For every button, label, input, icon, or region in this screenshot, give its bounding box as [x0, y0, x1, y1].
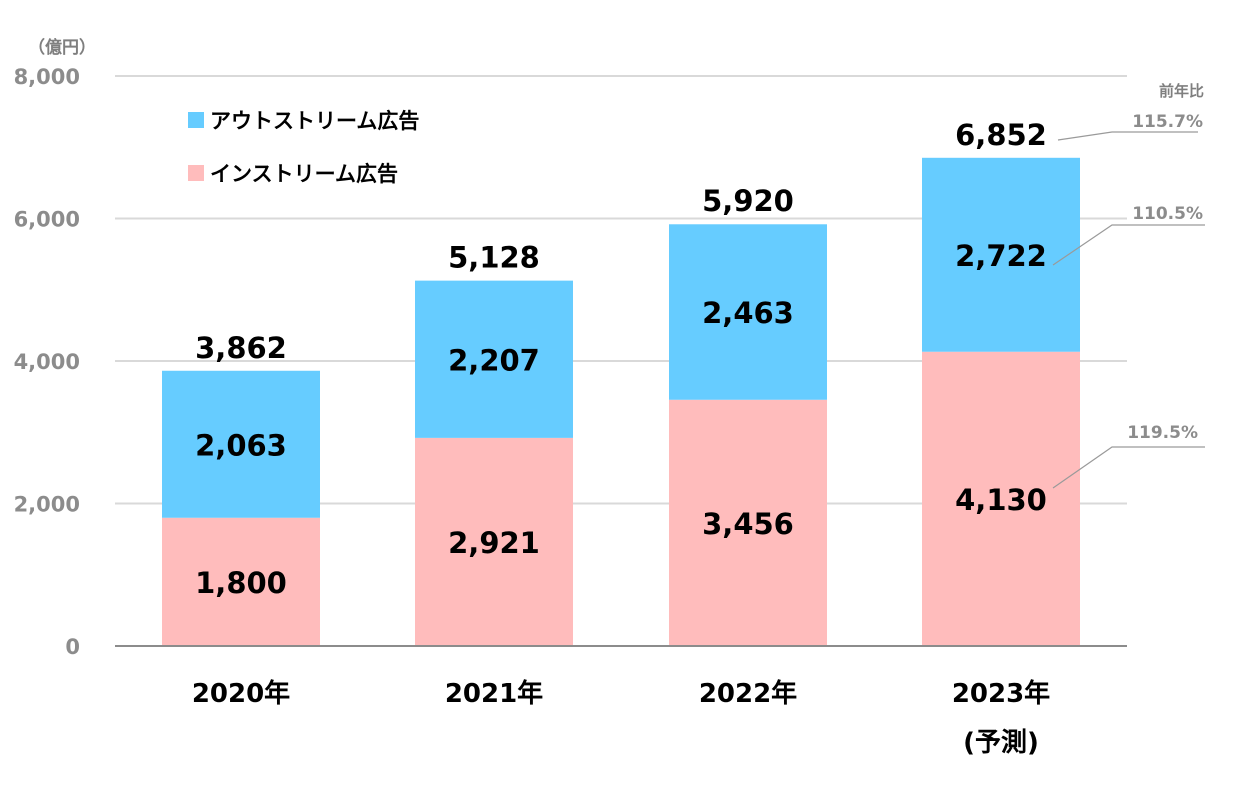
value-labels: 1,800 2,063 3,862 2,921 2,207 5,128 3,456 2,463…	[195, 118, 1047, 600]
legend-swatch-outstream	[188, 112, 204, 128]
y-tick-label: 6,000	[14, 208, 80, 232]
bar-value-label: 1,800	[195, 566, 287, 600]
bar-value-label: 2,207	[448, 343, 540, 377]
legend-swatch-instream	[188, 165, 204, 181]
bar-instream	[415, 437, 573, 646]
yoy-annotations: 前年比 115.7% 110.5% 119.5%	[1052, 82, 1205, 489]
total-label: 3,862	[195, 331, 287, 365]
total-label: 5,128	[448, 241, 540, 275]
yoy-label-instream: 119.5%	[1127, 423, 1198, 443]
bar-value-label: 4,130	[955, 483, 1047, 517]
bars	[162, 157, 1080, 646]
x-category-label: 2020年	[192, 678, 290, 709]
y-tick-label: 0	[65, 635, 80, 659]
y-tick-label: 8,000	[14, 65, 80, 89]
bar-value-label: 2,921	[448, 526, 540, 560]
y-tick-label: 2,000	[14, 493, 80, 517]
bar-outstream	[162, 370, 320, 518]
bar-value-label: 2,463	[702, 296, 794, 330]
bar-outstream	[669, 224, 827, 400]
total-label: 6,852	[955, 118, 1047, 152]
x-category-label: 2021年	[445, 678, 543, 709]
legend: アウトストリーム広告 インストリーム広告	[188, 109, 419, 186]
x-axis-category-labels: 2020年 2021年 2022年 2023年 (予測)	[192, 678, 1050, 758]
bar-outstream	[922, 157, 1080, 352]
y-axis-unit-label: （億円）	[28, 37, 96, 58]
bar-instream	[162, 517, 320, 646]
yoy-title: 前年比	[1159, 82, 1204, 100]
legend-label-instream: インストリーム広告	[210, 162, 398, 186]
y-tick-label: 4,000	[14, 350, 80, 374]
yoy-label-outstream: 110.5%	[1132, 204, 1203, 224]
bar-value-label: 2,722	[955, 239, 1047, 273]
bar-outstream	[415, 280, 573, 438]
yoy-leader-total	[1057, 131, 1198, 141]
yoy-leader-outstream	[1052, 224, 1205, 266]
x-category-label: 2022年	[699, 678, 797, 709]
yoy-label-total: 115.7%	[1132, 112, 1203, 132]
x-category-sublabel: (予測)	[963, 728, 1039, 758]
x-category-label: 2023年	[952, 678, 1050, 709]
bar-instream	[922, 351, 1080, 646]
yoy-leader-instream	[1052, 446, 1205, 489]
bar-value-label: 3,456	[702, 507, 794, 541]
y-axis-tick-labels: 0 2,000 4,000 6,000 8,000	[14, 65, 80, 659]
bar-value-label: 2,063	[195, 428, 287, 462]
legend-label-outstream: アウトストリーム広告	[210, 109, 419, 133]
bar-instream	[669, 399, 827, 646]
total-label: 5,920	[702, 184, 794, 218]
